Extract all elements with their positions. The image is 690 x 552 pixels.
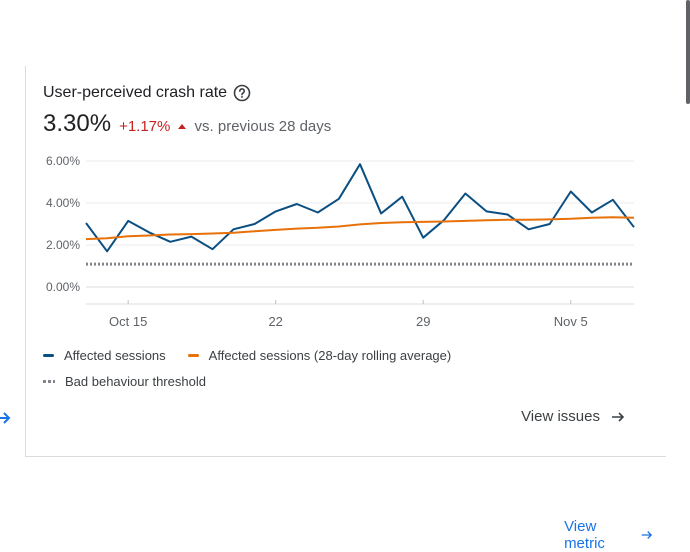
legend-affected: Affected sessions xyxy=(43,348,166,363)
y-tick-label: 6.00% xyxy=(46,154,80,168)
arrow-right-icon xyxy=(641,531,653,539)
view-issues-label: View issues xyxy=(521,408,600,425)
y-tick-label: 4.00% xyxy=(46,196,80,210)
legend-rolling-label: Affected sessions (28-day rolling averag… xyxy=(208,348,452,363)
card-title: User-perceived crash rate xyxy=(43,84,251,102)
metric-compare: vs. previous 28 days xyxy=(194,118,332,135)
series-line-affected xyxy=(85,163,635,253)
legend-swatch-threshold xyxy=(43,380,55,383)
view-metric-button[interactable]: View metric xyxy=(564,518,654,552)
arrow-right-icon[interactable] xyxy=(0,408,12,428)
x-tick-label: Oct 15 xyxy=(109,314,147,329)
legend-threshold: Bad behaviour threshold xyxy=(43,374,206,389)
triangle-up-icon xyxy=(177,124,186,129)
view-metric-label: View metric xyxy=(564,518,605,552)
x-tick-label: 29 xyxy=(416,314,430,329)
legend-swatch-affected xyxy=(43,354,54,357)
crash-rate-card xyxy=(25,66,666,457)
arrow-right-icon xyxy=(612,411,625,422)
metric-value: 3.30% xyxy=(43,110,112,137)
legend-row-1: Affected sessions Affected sessions (28-… xyxy=(43,348,473,363)
card-actions: View issues View metric xyxy=(521,408,654,552)
metric-change-text: +1.17% xyxy=(119,118,171,135)
view-issues-button[interactable]: View issues xyxy=(521,408,626,425)
card-title-text: User-perceived crash rate xyxy=(43,84,228,101)
legend-swatch-rolling xyxy=(187,354,199,357)
y-tick-label: 2.00% xyxy=(46,238,80,252)
metric-change: +1.17% xyxy=(119,118,186,135)
legend-rolling: Affected sessions (28-day rolling averag… xyxy=(187,348,452,363)
legend-threshold-label: Bad behaviour threshold xyxy=(65,374,206,389)
x-tick-label: 22 xyxy=(268,314,282,329)
x-tick-label: Nov 5 xyxy=(554,314,588,329)
scrollbar[interactable] xyxy=(686,0,690,104)
legend-row-2: Bad behaviour threshold xyxy=(43,374,228,389)
help-circle-icon[interactable] xyxy=(233,84,251,102)
legend-affected-label: Affected sessions xyxy=(64,348,166,363)
crash-rate-chart: 6.00% 4.00% 2.00% 0.00% Oct 15 22 29 Nov 5 xyxy=(46,154,635,329)
y-tick-label: 0.00% xyxy=(46,280,80,294)
metric-summary: 3.30% +1.17% vs. previous 28 days xyxy=(43,110,331,138)
series-line-rolling xyxy=(85,216,635,241)
